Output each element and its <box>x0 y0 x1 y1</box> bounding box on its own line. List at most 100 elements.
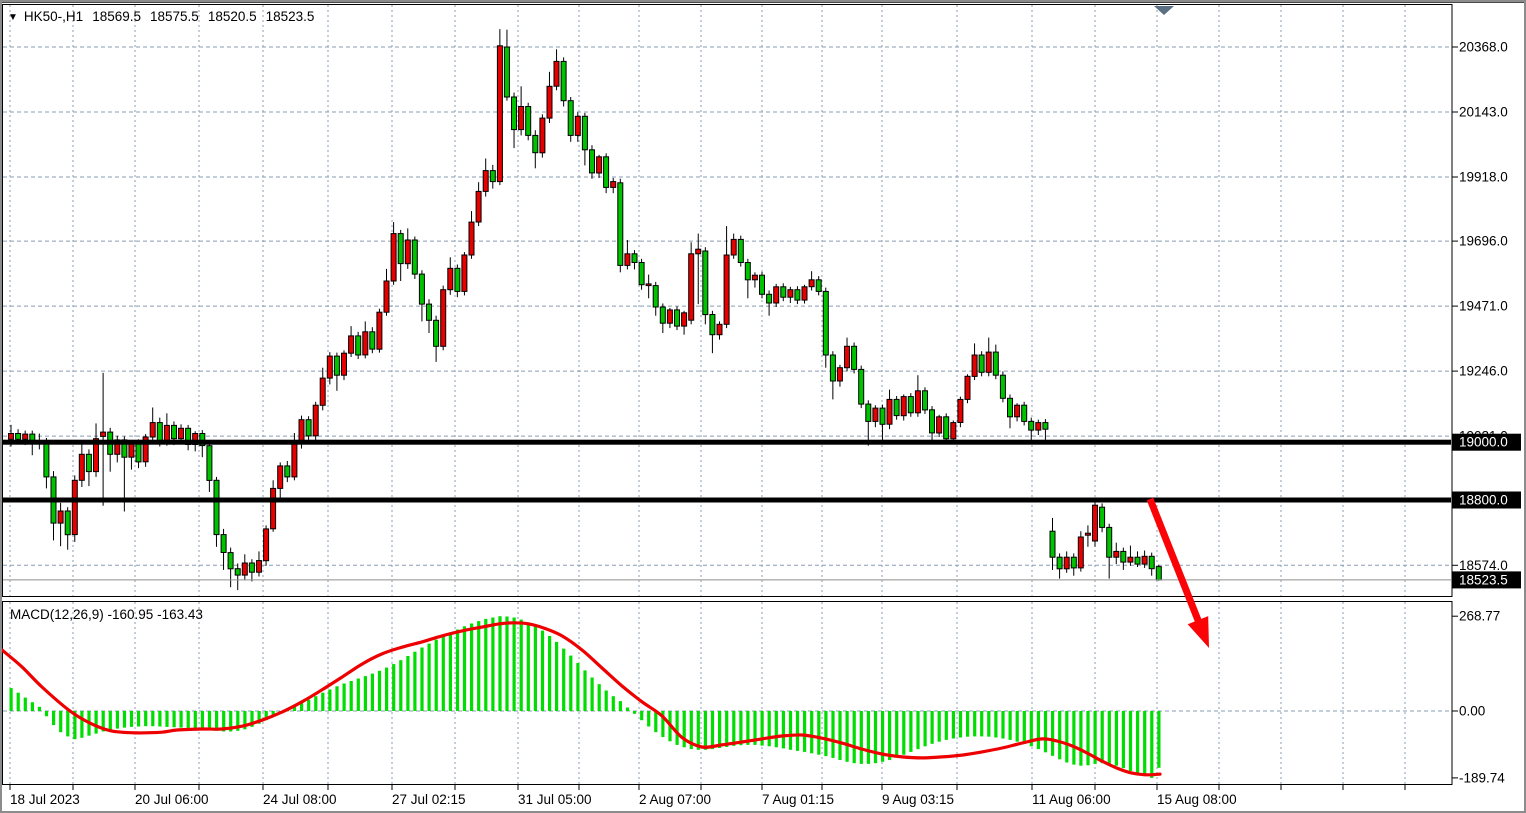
candle <box>787 286 794 303</box>
candle <box>674 306 680 331</box>
candle <box>716 321 723 340</box>
time-axis-label: 11 Aug 06:00 <box>1032 792 1111 807</box>
candle <box>326 352 333 385</box>
candle <box>503 29 510 101</box>
candle <box>1092 501 1098 547</box>
symbol-dropdown-icon[interactable]: ▼ <box>8 12 18 23</box>
candlestick-series <box>8 29 1162 591</box>
candle <box>893 396 900 420</box>
level-lines[interactable] <box>2 439 1451 503</box>
candle <box>1084 525 1091 547</box>
candle <box>865 400 872 446</box>
candle <box>574 112 581 142</box>
candle <box>900 394 907 421</box>
candle <box>553 49 560 91</box>
candle <box>362 321 369 359</box>
candle <box>929 406 935 445</box>
time-axis-label: 20 Jul 06:00 <box>135 792 209 807</box>
candle <box>957 396 964 428</box>
candle <box>539 114 546 158</box>
candle <box>390 222 397 285</box>
candle <box>213 476 220 547</box>
candle <box>659 303 666 333</box>
candle <box>220 528 227 570</box>
candle <box>936 414 943 437</box>
candle <box>638 258 645 290</box>
candle <box>844 337 850 372</box>
candle <box>383 268 390 316</box>
candle <box>64 507 71 550</box>
candle <box>666 307 673 329</box>
candle <box>234 563 241 591</box>
candle <box>1148 552 1155 576</box>
candle <box>263 525 270 566</box>
macd-axis-label: 0.00 <box>1459 704 1485 719</box>
candle <box>468 211 475 259</box>
candle <box>546 71 553 123</box>
candle <box>312 401 319 440</box>
candle <box>341 350 347 381</box>
time-axis-label: 18 Jul 2023 <box>10 792 80 807</box>
candle <box>567 97 574 142</box>
candle <box>879 404 886 443</box>
candle <box>1113 542 1120 565</box>
candle <box>829 351 836 400</box>
macd-indicator-label: MACD(12,26,9) -160.95 -163.43 <box>10 607 203 622</box>
price-axis-label: 19471.0 <box>1459 299 1508 314</box>
candle <box>1127 545 1134 566</box>
candle <box>525 102 532 141</box>
ohlc-open: 18569.5 <box>92 9 141 24</box>
candle <box>142 434 149 467</box>
macd-signal-line <box>2 621 1162 777</box>
candle <box>447 257 454 295</box>
candle <box>766 290 773 316</box>
candle <box>270 480 277 532</box>
candle <box>985 337 992 377</box>
candle <box>645 274 652 299</box>
candle <box>1014 403 1021 422</box>
candle <box>411 236 418 279</box>
candle <box>773 283 780 307</box>
candle <box>971 343 978 381</box>
trend-arrow[interactable] <box>1146 497 1209 648</box>
candle <box>886 389 893 430</box>
candle <box>808 271 815 291</box>
candle <box>617 178 624 273</box>
candle <box>482 158 489 197</box>
candle <box>631 250 638 270</box>
candle <box>511 92 517 149</box>
candle <box>206 442 213 492</box>
candle <box>1021 401 1028 426</box>
candle <box>596 154 603 178</box>
candle <box>256 551 262 577</box>
candle <box>794 286 801 305</box>
candle <box>518 86 525 136</box>
time-axis[interactable]: 18 Jul 2023 20 Jul 06:00 24 Jul 08:00 27 Ju… <box>9 785 1406 807</box>
candle <box>822 287 829 368</box>
time-axis-label: 9 Aug 03:15 <box>882 792 954 807</box>
candle <box>943 413 950 443</box>
candle <box>496 29 503 186</box>
macd-axis[interactable]: 268.77 0.00 -189.74 <box>1452 609 1505 786</box>
candle <box>1007 394 1013 429</box>
candle <box>277 462 284 498</box>
time-axis-label: 2 Aug 07:00 <box>639 792 711 807</box>
chart-shift-marker-icon[interactable] <box>1154 6 1174 15</box>
candle <box>836 364 843 387</box>
candle <box>433 315 440 362</box>
candle <box>744 258 751 299</box>
candle <box>1141 550 1148 568</box>
candle <box>1049 517 1056 570</box>
candle <box>319 367 326 411</box>
candle <box>681 310 688 335</box>
time-axis-label: 31 Jul 05:00 <box>518 792 592 807</box>
price-axis-label: 19918.0 <box>1459 170 1508 185</box>
candle <box>71 475 78 542</box>
svg-text:19000.0: 19000.0 <box>1459 435 1508 450</box>
candle <box>751 272 758 288</box>
candle <box>227 547 234 588</box>
candle <box>1077 531 1084 572</box>
